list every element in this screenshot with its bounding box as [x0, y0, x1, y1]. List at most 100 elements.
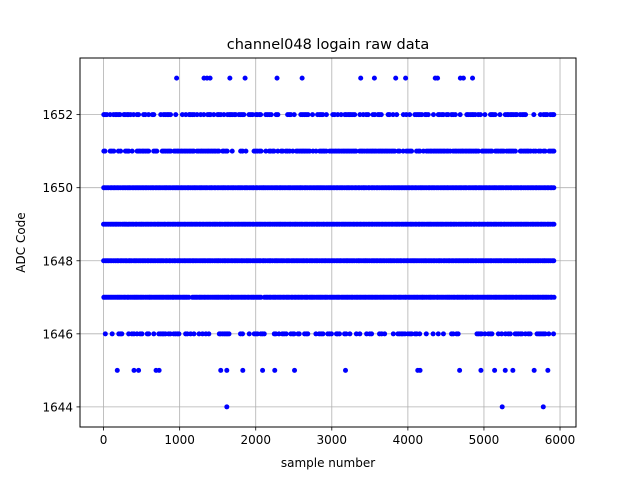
data-point [499, 404, 505, 410]
data-point [119, 331, 125, 337]
data-point [369, 331, 375, 337]
data-point [226, 331, 232, 337]
data-point [114, 367, 120, 373]
data-point [409, 331, 415, 337]
data-point [382, 331, 388, 337]
data-point [489, 331, 495, 337]
data-point [323, 112, 329, 118]
data-point [176, 331, 182, 337]
data-point [551, 258, 557, 264]
data-point [343, 367, 348, 373]
data-point [305, 331, 311, 337]
data-point [540, 404, 546, 410]
data-point [357, 331, 363, 337]
data-point [551, 185, 557, 191]
data-point [136, 367, 142, 373]
y-axis-label: ADC Code [14, 212, 28, 272]
data-point [338, 112, 344, 118]
data-point [457, 367, 463, 373]
data-point [419, 112, 425, 118]
data-point [479, 331, 485, 337]
data-point [407, 112, 413, 118]
x-axis-label: sample number [281, 456, 375, 470]
data-point [477, 112, 483, 118]
data-point [510, 367, 516, 373]
data-point [241, 112, 247, 118]
data-point [292, 367, 298, 373]
data-point [260, 367, 266, 373]
data-point [343, 331, 349, 337]
data-point [146, 331, 152, 337]
data-point [337, 331, 342, 337]
data-point [211, 112, 217, 118]
data-point [111, 148, 117, 154]
x-tick-label: 6000 [545, 433, 576, 447]
data-point [275, 112, 281, 118]
data-point [129, 148, 135, 154]
data-point [196, 331, 202, 337]
data-point [353, 331, 359, 337]
data-point [470, 75, 476, 81]
chart-title: channel048 logain raw data [227, 37, 429, 53]
data-point [492, 367, 498, 373]
data-point [489, 148, 495, 154]
data-point [542, 331, 548, 337]
data-point [353, 148, 359, 154]
data-point [394, 112, 400, 118]
data-point [154, 148, 160, 154]
data-point [371, 75, 377, 81]
data-point [531, 112, 537, 118]
data-point [291, 331, 297, 337]
y-tick-label: 1650 [42, 181, 73, 195]
data-point [551, 112, 557, 118]
data-point [221, 112, 227, 118]
data-point [430, 112, 436, 118]
data-point [272, 367, 278, 373]
data-point [288, 112, 294, 118]
data-point [207, 75, 213, 81]
data-point [168, 112, 174, 118]
data-point [455, 331, 461, 337]
x-tick-label: 4000 [393, 433, 424, 447]
data-point [393, 75, 399, 81]
data-point [299, 75, 305, 81]
data-point [109, 331, 115, 337]
x-tick-label: 0 [100, 433, 108, 447]
data-point [397, 148, 403, 154]
data-point [146, 112, 152, 118]
data-point [224, 404, 230, 410]
data-point [118, 148, 124, 154]
data-point [310, 112, 316, 118]
data-point [551, 331, 557, 337]
data-point [146, 148, 152, 154]
axes-frame [79, 57, 577, 428]
data-point [291, 112, 297, 118]
data-point [268, 112, 274, 118]
data-point [194, 112, 200, 118]
data-point [313, 148, 319, 154]
x-tick-label: 1000 [164, 433, 195, 447]
data-point [417, 331, 423, 337]
x-tick-label: 5000 [469, 433, 500, 447]
data-point [191, 331, 197, 337]
data-point [206, 331, 212, 337]
x-tick-label: 2000 [240, 433, 271, 447]
data-point [296, 331, 302, 337]
data-point [502, 367, 508, 373]
data-point [216, 148, 222, 154]
data-point [328, 331, 334, 337]
data-point [497, 112, 503, 118]
data-point [246, 331, 252, 337]
data-point [523, 112, 529, 118]
y-tick-label: 1648 [42, 254, 73, 268]
data-point [131, 367, 137, 373]
data-point [417, 148, 423, 154]
data-point [423, 331, 429, 337]
data-point [102, 331, 108, 337]
data-point [168, 148, 174, 154]
data-point [261, 331, 267, 337]
data-point [218, 367, 224, 373]
data-point [283, 331, 289, 337]
data-point [258, 148, 264, 154]
y-tick-label: 1646 [42, 327, 73, 341]
